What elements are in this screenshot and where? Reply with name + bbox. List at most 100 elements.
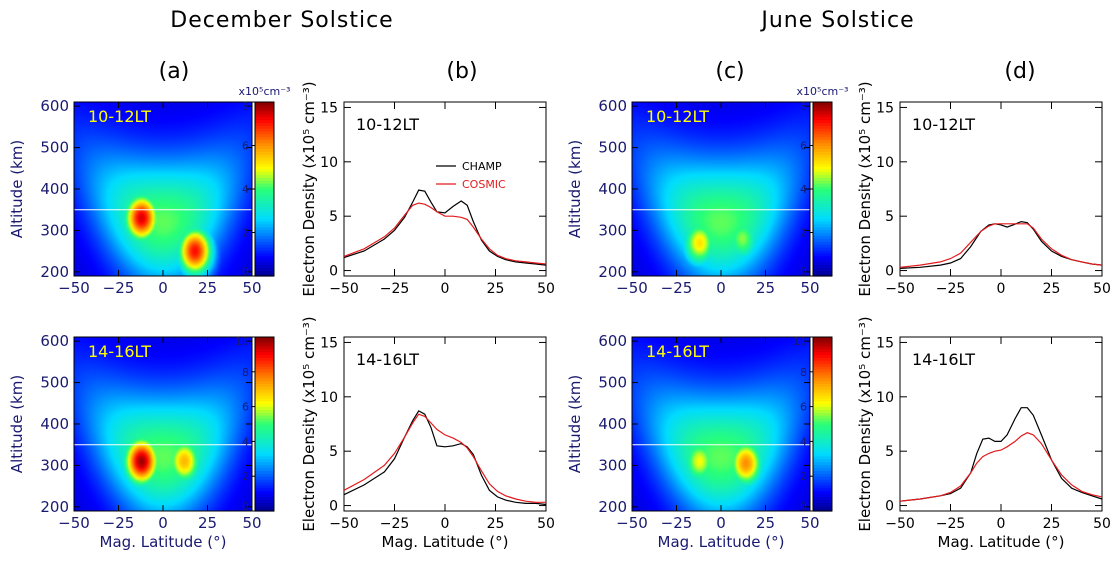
colorbar-segment [813, 345, 832, 350]
colorbar-segment [813, 194, 832, 199]
colorbar-segment [813, 444, 832, 448]
title-june: June Solstice [759, 8, 914, 33]
colorbar-segment [813, 110, 832, 115]
x-tick-label: −50 [58, 514, 90, 532]
y-tick-label: 10 [320, 390, 338, 406]
colorbar-segment [255, 426, 274, 431]
x-tick-label: 50 [242, 279, 261, 297]
y-tick-label: 500 [598, 374, 627, 392]
series-line-champ [343, 189, 547, 266]
y-tick-label: 15 [876, 100, 894, 116]
colorbar-segment [255, 339, 274, 344]
x-tick-label: 25 [198, 279, 217, 297]
colorbar-segment [255, 351, 274, 355]
colorbar-segment [255, 354, 274, 358]
colorbar-segment [813, 165, 832, 170]
colorbar-segment [813, 218, 832, 222]
y-tick-label: 600 [40, 332, 69, 350]
colorbar-segment [813, 476, 832, 480]
colorbar-segment [255, 264, 274, 268]
colorbar-segment [813, 139, 832, 144]
x-tick-label: 0 [997, 281, 1006, 297]
colorbar-segment [813, 415, 832, 419]
colorbar-tick-label: 2 [800, 227, 807, 240]
density-heatmap [74, 337, 252, 511]
colorbar-segment [813, 453, 832, 457]
colorbar-segment [255, 377, 274, 382]
x-tick-label: −25 [661, 514, 693, 532]
colorbar-segment [255, 110, 274, 115]
colorbar-segment [255, 458, 274, 463]
x-tick-label: −50 [885, 281, 915, 297]
legend-label-champ: CHAMP [462, 160, 502, 173]
y-tick-label: 5 [329, 209, 338, 225]
colorbar-segment [813, 339, 832, 344]
colorbar-segment [813, 232, 832, 236]
colorbar-segment [255, 496, 274, 500]
colorbar-segment [255, 403, 274, 408]
y-tick-label: 15 [320, 335, 338, 351]
colorbar-segment [255, 197, 274, 202]
colorbar-segment [813, 226, 832, 231]
colorbar-segment [255, 389, 274, 393]
y-axis-label: Electron Density (x10⁵ cm⁻³) [856, 81, 874, 296]
colorbar-segment [255, 450, 274, 454]
heatmap-panel: 10-12LT 200 300 400 500 600 −50 −25 0 25 50 Altitud… [8, 85, 290, 297]
colorbar-segment [813, 412, 832, 416]
y-tick-label: 10 [320, 155, 338, 171]
colorbar-segment [255, 235, 274, 239]
colorbar-segment [813, 371, 832, 376]
panel-letter-d: (d) [1004, 59, 1035, 84]
colorbar-segment [813, 400, 832, 405]
colorbar-segment [813, 499, 832, 503]
colorbar-segment [813, 273, 832, 277]
colorbar-segment [255, 194, 274, 199]
x-tick-label: 50 [800, 279, 819, 297]
x-tick-label: 50 [800, 514, 819, 532]
colorbar-segment [255, 180, 274, 184]
colorbar-segment [813, 508, 832, 512]
colorbar-segment [255, 502, 274, 506]
colorbar-segment [813, 116, 832, 120]
y-tick-label: 0 [885, 499, 894, 515]
x-tick-label: −25 [380, 281, 410, 297]
y-tick-label: 300 [598, 456, 627, 474]
colorbar-segment [813, 133, 832, 138]
colorbar-segment [255, 102, 274, 106]
legend: CHAMP COSMIC [436, 160, 506, 191]
colorbar-tick-label: 6 [242, 401, 249, 414]
y-axis-label: Altitude (km) [566, 375, 584, 473]
x-tick-label: 25 [1043, 516, 1061, 532]
colorbar-segment [255, 142, 274, 147]
density-heatmap [74, 102, 252, 276]
colorbar-segment [813, 386, 832, 390]
colorbar-segment [813, 467, 832, 471]
colorbar-segment [255, 226, 274, 231]
colorbar-segment [255, 461, 274, 466]
colorbar-segment [813, 223, 832, 228]
x-tick-label: 25 [487, 281, 505, 297]
series-line-cosmic [343, 413, 546, 503]
colorbar-segment [813, 186, 832, 190]
colorbar-segment [255, 160, 274, 164]
colorbar-tick-label: 4 [242, 435, 249, 448]
colorbar-unit: x10⁵cm⁻³ [239, 85, 291, 98]
colorbar-segment [813, 142, 832, 147]
colorbar-segment [255, 203, 274, 207]
colorbar-tick-label: 6 [800, 140, 807, 153]
colorbar-segment [813, 174, 832, 178]
series-line-champ [343, 410, 547, 506]
colorbar-segment [813, 458, 832, 463]
colorbar-segment [813, 168, 832, 173]
colorbar-segment [255, 435, 274, 440]
y-tick-label: 400 [40, 415, 69, 433]
colorbar-tick-label: 4 [800, 435, 807, 448]
colorbar-segment [813, 212, 832, 216]
colorbar-segment [255, 438, 274, 442]
x-tick-label: 0 [716, 514, 726, 532]
y-axis-label: Electron Density (x10⁵ cm⁻³) [300, 316, 318, 531]
colorbar-segment [255, 145, 274, 149]
colorbar-segment [813, 252, 832, 257]
colorbar-segment [813, 348, 832, 353]
x-tick-label: 0 [997, 516, 1006, 532]
